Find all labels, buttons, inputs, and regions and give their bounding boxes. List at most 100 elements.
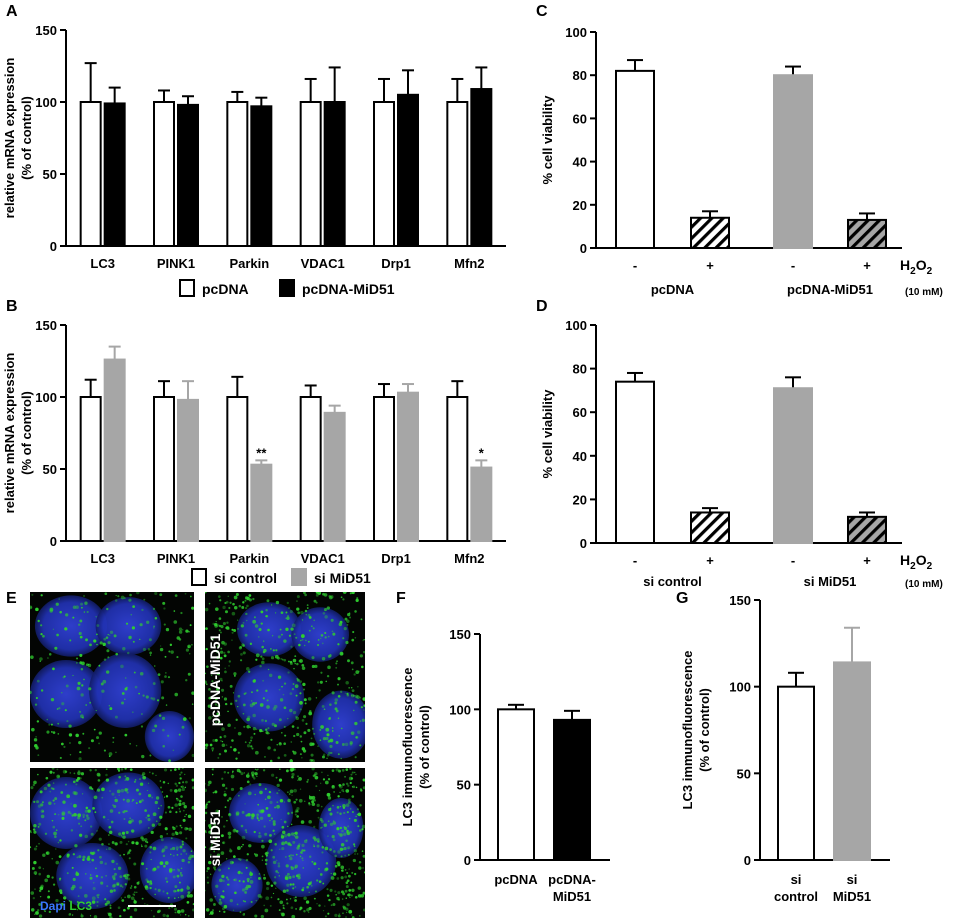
chart-g-category-label: si [847, 872, 858, 887]
lc3-puncta [337, 914, 341, 918]
lc3-puncta [216, 712, 220, 716]
lc3-puncta [181, 858, 185, 863]
lc3-puncta [344, 868, 347, 871]
chart-a-bar [470, 88, 493, 248]
lc3-puncta [308, 891, 310, 894]
lc3-puncta [95, 874, 99, 878]
lc3-puncta [296, 595, 300, 599]
lc3-puncta [337, 694, 341, 698]
lc3-puncta [118, 832, 122, 836]
lc3-puncta [348, 868, 350, 870]
lc3-puncta [346, 879, 350, 883]
lc3-puncta [317, 840, 319, 843]
lc3-puncta [75, 778, 79, 782]
lc3-puncta [180, 874, 184, 877]
lc3-puncta [311, 625, 313, 627]
lc3-puncta [186, 901, 190, 904]
lc3-puncta [158, 714, 162, 717]
lc3-puncta [307, 779, 309, 781]
lc3-puncta [320, 634, 324, 637]
lc3-puncta [303, 592, 306, 595]
lc3-puncta [345, 897, 347, 899]
chart-b-category-label: Drp1 [381, 551, 411, 566]
lc3-puncta [299, 700, 303, 705]
chart-a-category-label: PINK1 [157, 256, 195, 271]
lc3-puncta [244, 692, 247, 695]
chart-b-bar [470, 466, 493, 542]
lc3-puncta [221, 680, 223, 682]
lc3-puncta [280, 835, 285, 839]
lc3-puncta [237, 731, 242, 736]
lc3-puncta [231, 611, 236, 616]
lc3-puncta [206, 881, 210, 884]
lc3-puncta [308, 795, 311, 797]
lc3-puncta [124, 768, 127, 770]
lc3-puncta [264, 719, 268, 723]
lc3-puncta [173, 868, 175, 871]
lc3-puncta [183, 805, 187, 809]
lc3-puncta [120, 664, 124, 669]
lc3-puncta [243, 725, 246, 728]
lc3-puncta [84, 834, 89, 839]
lc3-puncta [279, 799, 284, 803]
lc3-puncta [223, 793, 227, 797]
lc3-puncta [276, 804, 280, 809]
chart-b-bar [226, 396, 249, 542]
lc3-puncta [319, 729, 322, 731]
lc3-puncta [233, 629, 237, 632]
nucleus [95, 597, 162, 655]
lc3-puncta [91, 858, 95, 862]
lc3-puncta [180, 853, 182, 855]
chart-d-bar [690, 511, 730, 544]
lc3-puncta [293, 768, 296, 771]
lc3-puncta [38, 872, 41, 876]
lc3-puncta [286, 615, 290, 618]
lc3-puncta [181, 840, 184, 843]
lc3-puncta [276, 792, 279, 795]
lc3-puncta [45, 851, 49, 855]
lc3-puncta [341, 869, 344, 872]
lc3-puncta [75, 871, 78, 874]
lc3-puncta [179, 824, 182, 827]
lc3-puncta [242, 900, 245, 902]
lc3-puncta [31, 593, 34, 596]
lc3-puncta [289, 759, 293, 762]
lc3-puncta [354, 637, 357, 639]
lc3-puncta [223, 651, 226, 654]
lc3-puncta [37, 754, 40, 757]
lc3-puncta [292, 710, 297, 715]
lc3-puncta [211, 680, 214, 683]
chart-f-y-tick-label: 50 [457, 778, 471, 793]
lc3-puncta [188, 717, 191, 720]
lc3-puncta [177, 788, 182, 792]
lc3-puncta [185, 629, 189, 633]
lc3-puncta [338, 735, 340, 737]
lc3-puncta [326, 894, 330, 897]
lc3-puncta [301, 663, 305, 667]
lc3-puncta [161, 848, 166, 852]
lc3-puncta [191, 691, 194, 695]
lc3-puncta [250, 739, 253, 742]
lc3-puncta [208, 687, 211, 691]
lc3-puncta [306, 780, 309, 783]
lc3-puncta [66, 794, 71, 799]
lc3-puncta [223, 642, 227, 646]
lc3-puncta [40, 803, 44, 807]
lc3-puncta [146, 789, 149, 792]
lc3-puncta [127, 651, 130, 655]
lc3-puncta [280, 611, 284, 614]
lc3-puncta [30, 655, 34, 659]
lc3-puncta [337, 643, 340, 646]
lc3-puncta [292, 750, 295, 753]
lc3-puncta [63, 896, 67, 900]
lc3-puncta [124, 775, 127, 778]
lc3-puncta [40, 689, 44, 692]
lc3-puncta [48, 910, 51, 914]
lc3-puncta [172, 854, 175, 857]
lc3-puncta [320, 805, 323, 808]
lc3-puncta [219, 656, 223, 660]
lc3-puncta [246, 667, 250, 671]
lc3-puncta [270, 884, 274, 888]
lc3-puncta [323, 823, 327, 827]
lc3-puncta [59, 839, 62, 842]
